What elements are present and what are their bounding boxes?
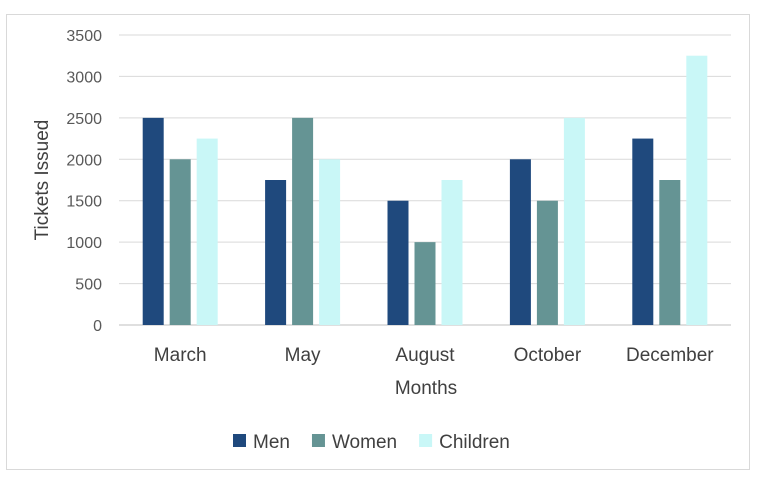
bar-women-december: [659, 180, 681, 325]
y-tick-label: 2500: [66, 111, 102, 128]
x-category-label: May: [285, 345, 321, 366]
bar-men-may: [265, 180, 287, 325]
bar-children-march: [196, 138, 218, 325]
legend: Men Women Children: [233, 432, 510, 453]
bars: [142, 55, 708, 325]
x-category-labels: March May August October December: [154, 345, 714, 366]
legend-label-women: Women: [332, 432, 397, 453]
y-tick-label: 0: [93, 318, 102, 335]
bar-women-october: [536, 200, 558, 325]
x-axis-title: Months: [395, 378, 457, 399]
legend-label-children: Children: [439, 432, 510, 453]
y-tick-label: 1000: [66, 235, 102, 252]
bar-women-may: [292, 117, 314, 325]
y-axis-title: Tickets Issued: [32, 120, 53, 241]
x-category-label: March: [154, 345, 207, 366]
legend-label-men: Men: [253, 432, 290, 453]
bar-men-august: [387, 200, 409, 325]
y-tick-labels: 0 500 1000 1500 2000 2500 3000 3500: [66, 28, 102, 335]
bar-children-august: [441, 180, 463, 325]
x-category-label: December: [626, 345, 714, 366]
gridlines: [119, 34, 731, 326]
legend-swatch-men: [233, 434, 246, 447]
x-category-label: October: [514, 345, 582, 366]
bar-men-march: [142, 117, 164, 325]
legend-swatch-children: [419, 434, 433, 447]
bar-women-march: [169, 159, 191, 325]
x-category-label: August: [395, 345, 455, 366]
y-tick-label: 500: [75, 277, 102, 294]
bar-children-december: [686, 55, 708, 325]
legend-swatch-women: [311, 434, 325, 447]
y-tick-label: 3000: [66, 69, 102, 86]
bar-children-may: [319, 159, 341, 325]
bar-women-august: [414, 242, 436, 325]
y-tick-label: 3500: [66, 28, 102, 45]
bar-men-december: [632, 138, 654, 325]
bar-children-october: [563, 117, 585, 325]
y-tick-label: 2000: [66, 152, 102, 169]
bar-men-october: [509, 159, 531, 325]
y-tick-label: 1500: [66, 194, 102, 211]
